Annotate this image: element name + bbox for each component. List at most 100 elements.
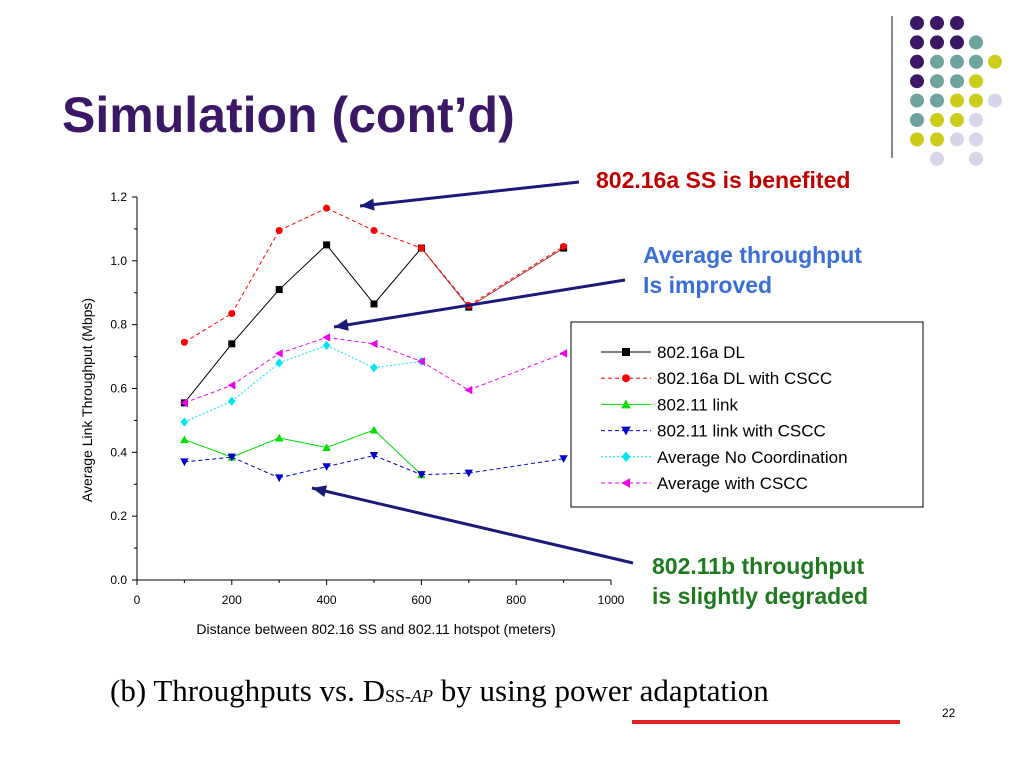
- data-point: [417, 357, 425, 366]
- series-line-segment: [326, 244, 375, 305]
- caption-subscript-main: SS-: [384, 686, 411, 706]
- series-line-segment: [278, 244, 327, 290]
- series-line-segment: [279, 336, 327, 354]
- x-tick-label: 200: [222, 593, 242, 607]
- series-line-segment: [421, 247, 470, 306]
- slide-title: Simulation (cont’d): [62, 87, 515, 143]
- series-line-segment: [231, 289, 280, 345]
- callout-degraded: 802.11b throughput is slightly degraded: [652, 551, 868, 611]
- legend-marker: [621, 399, 631, 409]
- series-5: [180, 340, 426, 427]
- y-tick-label: 0.2: [110, 509, 127, 523]
- data-point: [464, 385, 473, 395]
- series-line-segment: [468, 352, 564, 391]
- y-tick-label: 1.2: [110, 190, 127, 204]
- chart-axes: 0.0 0.2 0.4 0.6 0.8 1.0 1.2 0 200 400 600 800 1000: [110, 190, 624, 607]
- series-2: [180, 204, 568, 346]
- decorative-divider-line: [891, 16, 893, 158]
- caption-middle: by using: [433, 673, 555, 708]
- series-line-segment: [421, 247, 470, 308]
- data-point: [417, 244, 425, 252]
- callout-arrow: [359, 180, 580, 211]
- legend-entry-label: 802.11 link with CSCC: [657, 422, 826, 441]
- data-point: [369, 452, 379, 460]
- data-point: [322, 463, 331, 471]
- data-point: [323, 204, 331, 212]
- series-line-segment: [326, 429, 375, 449]
- data-point: [228, 340, 236, 348]
- legend-entry-label: 802.16a DL with CSCC: [657, 369, 832, 388]
- series-line-segment: [326, 344, 375, 369]
- x-tick-label: 400: [317, 593, 337, 607]
- y-tick-label: 1.0: [110, 254, 127, 268]
- data-point: [275, 286, 283, 294]
- data-point: [275, 474, 284, 483]
- series-line-segment: [373, 343, 422, 362]
- legend-marker: [622, 374, 630, 383]
- series-line-segment: [184, 384, 232, 404]
- x-tick-label: 0: [134, 593, 141, 607]
- data-point: [559, 455, 568, 463]
- caption-subscript-italic: AP: [411, 686, 433, 706]
- data-point: [322, 333, 331, 342]
- series-line-segment: [184, 456, 232, 463]
- chart-series: [180, 204, 568, 483]
- legend-entry-label: Average No Coordination: [657, 448, 848, 467]
- legend-marker: [621, 451, 631, 462]
- caption-prefix: (b) Throughputs vs. D: [110, 673, 385, 708]
- data-point: [322, 443, 331, 452]
- y-axis-label: Average Link Throughput (Mbps): [79, 298, 95, 502]
- y-tick-label: 0.0: [110, 573, 127, 587]
- data-point: [180, 435, 189, 444]
- data-point: [323, 241, 331, 249]
- data-point: [275, 358, 284, 368]
- legend-entry-label: Average with CSCC: [657, 474, 808, 493]
- series-line-segment: [326, 455, 375, 468]
- data-point: [417, 471, 426, 479]
- series-line-segment: [326, 207, 375, 231]
- callout-degraded-line2: is slightly degraded: [652, 583, 868, 609]
- callout-arrow: [311, 485, 634, 565]
- series-3: [180, 425, 426, 479]
- data-point: [180, 458, 189, 467]
- callout-improved-line1: Average throughput: [643, 242, 862, 268]
- series-line-segment: [278, 207, 327, 231]
- x-axis-label: Distance between 802.16 SS and 802.11 ho…: [196, 621, 555, 637]
- x-tick-label: 600: [411, 593, 431, 607]
- series-line-segment: [279, 344, 327, 364]
- series-line-segment: [184, 313, 233, 343]
- data-point: [227, 381, 236, 390]
- series-line-segment: [468, 247, 564, 308]
- data-point: [369, 425, 379, 434]
- legend-marker: [621, 478, 630, 488]
- series-4: [180, 452, 568, 483]
- series-line-segment: [279, 437, 327, 449]
- series-line-segment: [373, 230, 422, 249]
- caption-red-underline: [632, 720, 900, 724]
- series-line-segment: [231, 456, 280, 479]
- series-line-segment: [231, 362, 280, 402]
- series-line-segment: [373, 455, 422, 476]
- callout-improved-line2: Is improved: [643, 272, 773, 298]
- callout-arrows: [311, 180, 634, 565]
- callout-improved: Average throughput Is improved: [643, 240, 862, 300]
- series-line-segment: [373, 360, 422, 369]
- slide-number: 22: [942, 706, 956, 720]
- data-point: [559, 349, 568, 358]
- y-tick-label: 0.6: [110, 382, 127, 396]
- chart-legend: 802.16a DL 802.16a DL with CSCC 802.11 lin…: [570, 321, 924, 508]
- series-line-segment: [184, 439, 232, 458]
- caption-underlined: power adaptation: [554, 673, 769, 708]
- data-point: [322, 340, 331, 350]
- series-1: [180, 241, 568, 407]
- data-point: [180, 398, 188, 408]
- callout-arrow: [333, 278, 626, 331]
- series-line-segment: [326, 336, 375, 345]
- y-tick-label: 0.8: [110, 318, 127, 332]
- caption-subscript: SS-AP: [385, 686, 433, 706]
- series-line-segment: [231, 352, 280, 386]
- data-point: [228, 309, 236, 317]
- data-point: [227, 453, 236, 462]
- series-line-segment: [421, 360, 470, 391]
